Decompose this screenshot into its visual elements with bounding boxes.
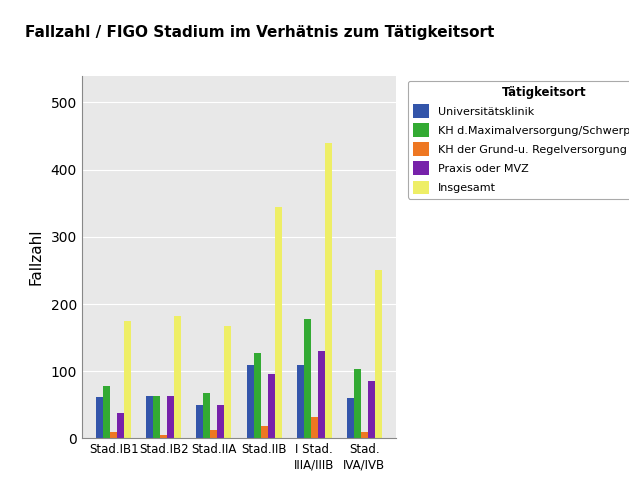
Bar — [247, 364, 253, 438]
Bar — [167, 396, 174, 438]
Text: Fallzahl / FIGO Stadium im Verhätnis zum Tätigkeitsort: Fallzahl / FIGO Stadium im Verhätnis zum… — [25, 25, 494, 40]
Bar — [325, 143, 332, 438]
Bar — [347, 398, 354, 438]
Bar — [117, 413, 124, 438]
Bar — [96, 397, 103, 438]
Bar — [361, 432, 368, 438]
Bar — [146, 396, 153, 438]
Bar — [225, 326, 231, 438]
Bar — [267, 374, 275, 438]
Bar — [124, 321, 131, 438]
Bar — [218, 405, 225, 438]
Bar — [196, 405, 203, 438]
Legend: Universitätsklinik, KH d.Maximalversorgung/Schwerpunkt-KH, KH der Grund-u. Regel: Universitätsklinik, KH d.Maximalversorgu… — [408, 81, 629, 199]
Bar — [304, 319, 311, 438]
Bar — [110, 432, 117, 438]
Bar — [211, 430, 218, 438]
Y-axis label: Fallzahl: Fallzahl — [28, 229, 43, 285]
Bar — [153, 396, 160, 438]
Bar — [103, 386, 110, 438]
Bar — [260, 426, 267, 438]
Bar — [318, 351, 325, 438]
Bar — [203, 393, 211, 438]
Bar — [368, 382, 375, 438]
Bar — [174, 316, 181, 438]
Bar — [375, 271, 382, 438]
Bar — [275, 207, 282, 438]
Bar — [297, 364, 304, 438]
Bar — [311, 417, 318, 438]
Bar — [253, 353, 260, 438]
Bar — [160, 435, 167, 438]
Bar — [354, 368, 361, 438]
